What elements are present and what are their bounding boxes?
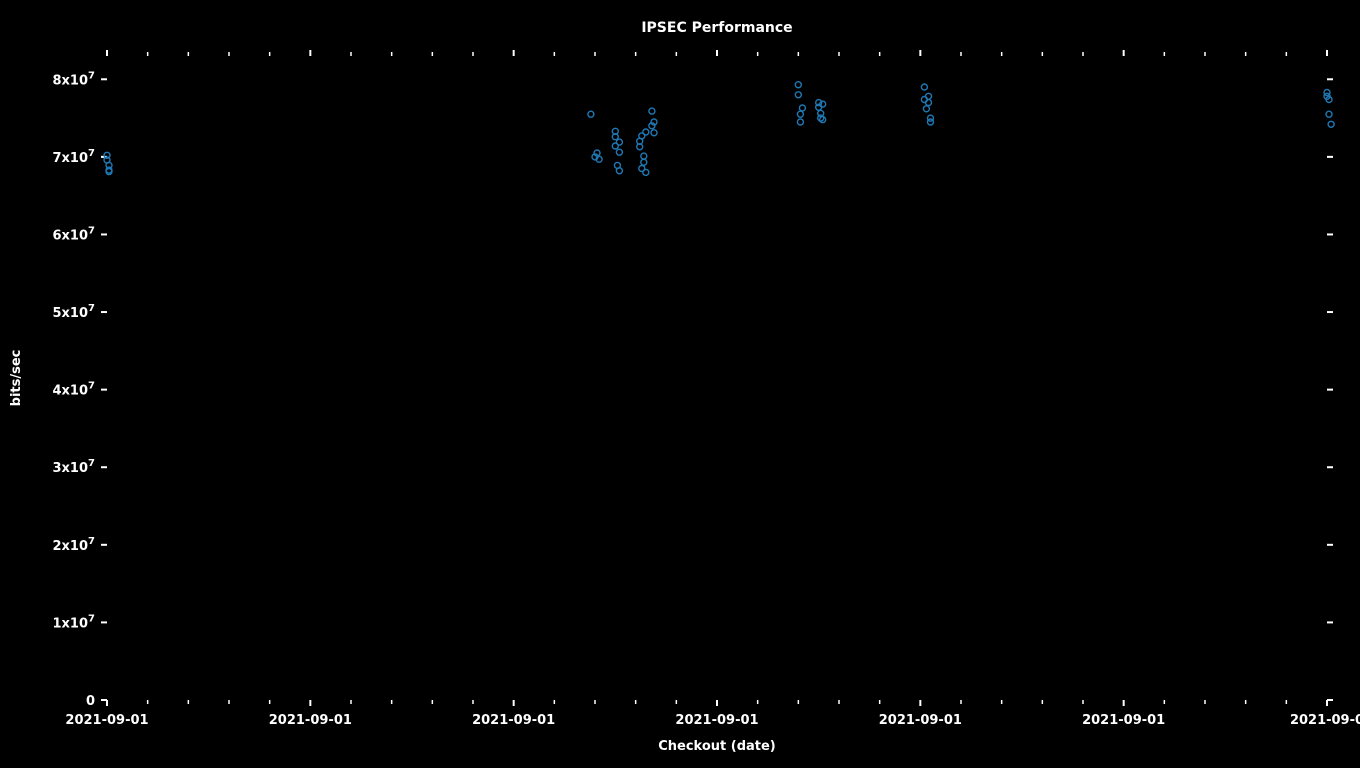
x-tick-label: 2021-09-0 bbox=[1290, 713, 1360, 728]
chart-container: IPSEC Performance01x1072x1073x1074x1075x… bbox=[0, 0, 1360, 768]
chart-title: IPSEC Performance bbox=[641, 20, 792, 36]
plot-background bbox=[0, 0, 1360, 768]
y-tick-label: 0 bbox=[86, 694, 95, 709]
x-tick-label: 2021-09-01 bbox=[675, 713, 758, 728]
x-tick-label: 2021-09-01 bbox=[269, 713, 352, 728]
x-tick-label: 2021-09-01 bbox=[1082, 713, 1165, 728]
y-axis-label: bits/sec bbox=[9, 350, 24, 407]
x-tick-label: 2021-09-01 bbox=[879, 713, 962, 728]
x-tick-label: 2021-09-01 bbox=[472, 713, 555, 728]
scatter-chart: IPSEC Performance01x1072x1073x1074x1075x… bbox=[0, 0, 1360, 768]
x-tick-label: 2021-09-01 bbox=[65, 713, 148, 728]
x-axis-label: Checkout (date) bbox=[658, 739, 776, 754]
